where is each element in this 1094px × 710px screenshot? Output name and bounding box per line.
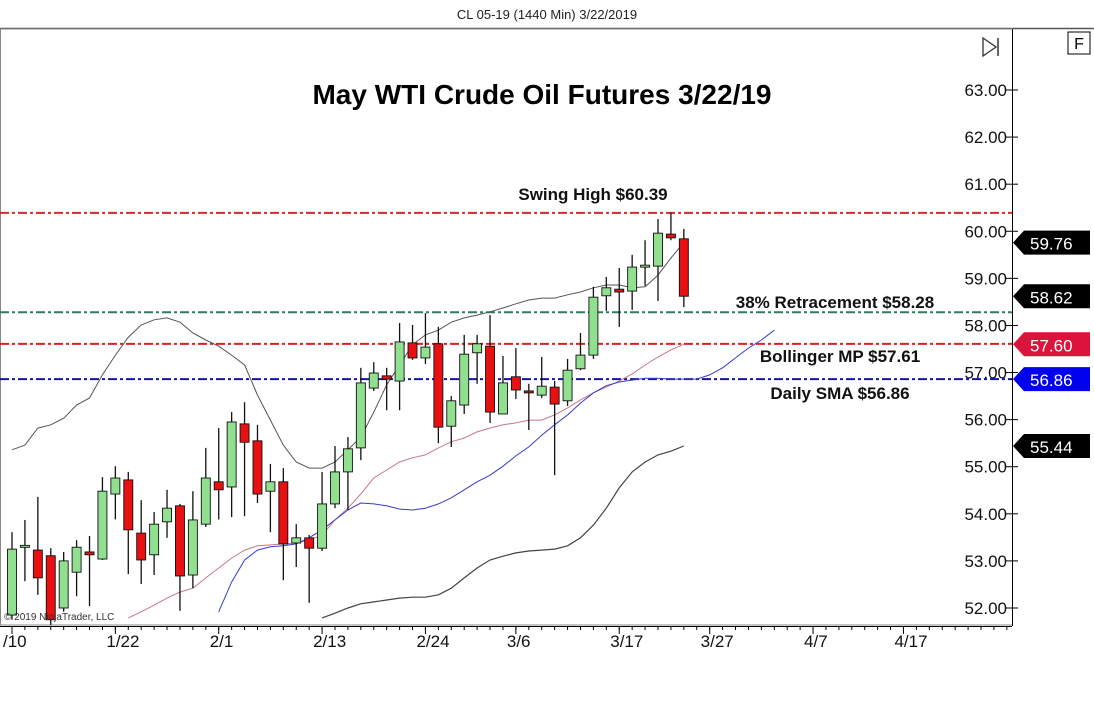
- candle-down: [278, 481, 289, 545]
- y-tick-label: 62.00: [964, 128, 1007, 147]
- y-tick-label: 58.00: [964, 316, 1007, 335]
- plot-area: [0, 28, 1013, 626]
- y-tick-label: 56.00: [964, 411, 1007, 430]
- x-tick-label: 1/22: [106, 632, 139, 651]
- price-tag: [1013, 367, 1090, 392]
- price-tag-label: 57.60: [1030, 336, 1073, 355]
- candle-up: [149, 523, 160, 556]
- candle-down: [123, 479, 134, 531]
- candle-down: [304, 537, 315, 549]
- lower-band-line: [321, 445, 685, 619]
- candle-up: [627, 266, 638, 292]
- candle-down: [510, 376, 521, 391]
- candle-up: [317, 503, 328, 549]
- candle-up: [291, 537, 302, 544]
- candle-up: [58, 560, 69, 609]
- candle-up: [71, 546, 82, 573]
- candle-down: [45, 555, 56, 621]
- price-tag: [1013, 284, 1090, 309]
- candle-up: [459, 353, 470, 406]
- annotation-bollinger-mp: Bollinger MP $57.61: [760, 347, 920, 366]
- x-tick-label: 2/13: [313, 632, 346, 651]
- sma-line: [218, 329, 775, 612]
- candle-up: [187, 519, 198, 576]
- candle-up: [368, 372, 379, 389]
- price-tag-label: 55.44: [1030, 438, 1073, 457]
- annotation-retracement: 38% Retracement $58.28: [736, 293, 934, 312]
- y-tick-label: 52.00: [964, 599, 1007, 618]
- skip-to-end-icon[interactable]: [982, 36, 999, 58]
- candle-down: [485, 345, 495, 413]
- candle-up: [162, 507, 172, 523]
- candle-up: [588, 296, 599, 356]
- x-tick-label: 4/7: [804, 632, 828, 651]
- x-tick-label: 2/1: [210, 632, 234, 651]
- candle-up: [355, 382, 366, 449]
- y-tick-label: 55.00: [964, 458, 1007, 477]
- candle-up: [19, 544, 30, 548]
- x-tick-label: 3/6: [507, 632, 531, 651]
- y-tick-label: 63.00: [964, 81, 1007, 100]
- candle-down: [84, 551, 95, 556]
- candle-down: [433, 343, 444, 428]
- candle-up: [110, 477, 121, 495]
- price-tag: [1013, 332, 1090, 357]
- candle-up: [562, 369, 573, 402]
- candle-up: [575, 354, 586, 370]
- annotation-daily-sma: Daily SMA $56.86: [770, 384, 909, 403]
- annotation-swing-high: Swing High $60.39: [518, 185, 667, 204]
- candle-down: [523, 390, 534, 394]
- candle-down: [239, 423, 250, 443]
- candle-up: [498, 382, 508, 415]
- candle-up: [330, 471, 340, 505]
- candle-up: [420, 346, 431, 359]
- x-tick-label: 3/27: [701, 632, 734, 651]
- candle-up: [226, 421, 237, 488]
- price-tag-label: 56.86: [1030, 371, 1073, 390]
- candle-up: [601, 287, 612, 297]
- f-button[interactable]: F: [1067, 31, 1091, 55]
- candle-down: [213, 481, 224, 491]
- candle-up: [265, 481, 276, 492]
- candle-down: [175, 505, 185, 577]
- candle-down: [678, 238, 689, 297]
- candle-up: [653, 232, 663, 267]
- candle-up: [472, 343, 483, 354]
- y-tick-label: 59.00: [964, 269, 1007, 288]
- y-tick-label: 53.00: [964, 552, 1007, 571]
- candle-up: [7, 548, 17, 616]
- price-tag-label: 58.62: [1030, 288, 1073, 307]
- chart-header: CL 05-19 (1440 Min) 3/22/2019: [457, 7, 637, 22]
- x-tick-label: /10: [3, 632, 27, 651]
- x-tick-label: 4/17: [894, 632, 927, 651]
- price-tag: [1013, 434, 1090, 459]
- price-tag-label: 59.76: [1030, 235, 1073, 254]
- y-tick-label: 60.00: [964, 222, 1007, 241]
- price-tag: [1013, 230, 1090, 255]
- x-tick-label: 2/24: [416, 632, 449, 651]
- y-tick-label: 61.00: [964, 175, 1007, 194]
- candle-up: [640, 264, 651, 268]
- candle-up: [200, 477, 211, 525]
- candle-up: [394, 341, 405, 382]
- chart-title: May WTI Crude Oil Futures 3/22/19: [312, 79, 771, 110]
- candle-down: [252, 440, 263, 495]
- copyright: © 2019 NinjaTrader, LLC: [4, 612, 114, 623]
- y-tick-label: 57.00: [964, 364, 1007, 383]
- candle-down: [614, 288, 625, 293]
- candle-up: [446, 400, 457, 427]
- candle-down: [549, 386, 560, 405]
- candle-down: [407, 342, 418, 359]
- candle-up: [97, 490, 108, 560]
- candle-down: [32, 549, 43, 579]
- candle-down: [381, 375, 392, 380]
- candle-down: [136, 532, 147, 561]
- y-tick-label: 54.00: [964, 505, 1007, 524]
- f-button-label: F: [1074, 36, 1084, 53]
- candle-up: [342, 448, 353, 473]
- x-tick-label: 3/17: [610, 632, 643, 651]
- candle-up: [536, 385, 547, 396]
- candle-down: [665, 233, 676, 239]
